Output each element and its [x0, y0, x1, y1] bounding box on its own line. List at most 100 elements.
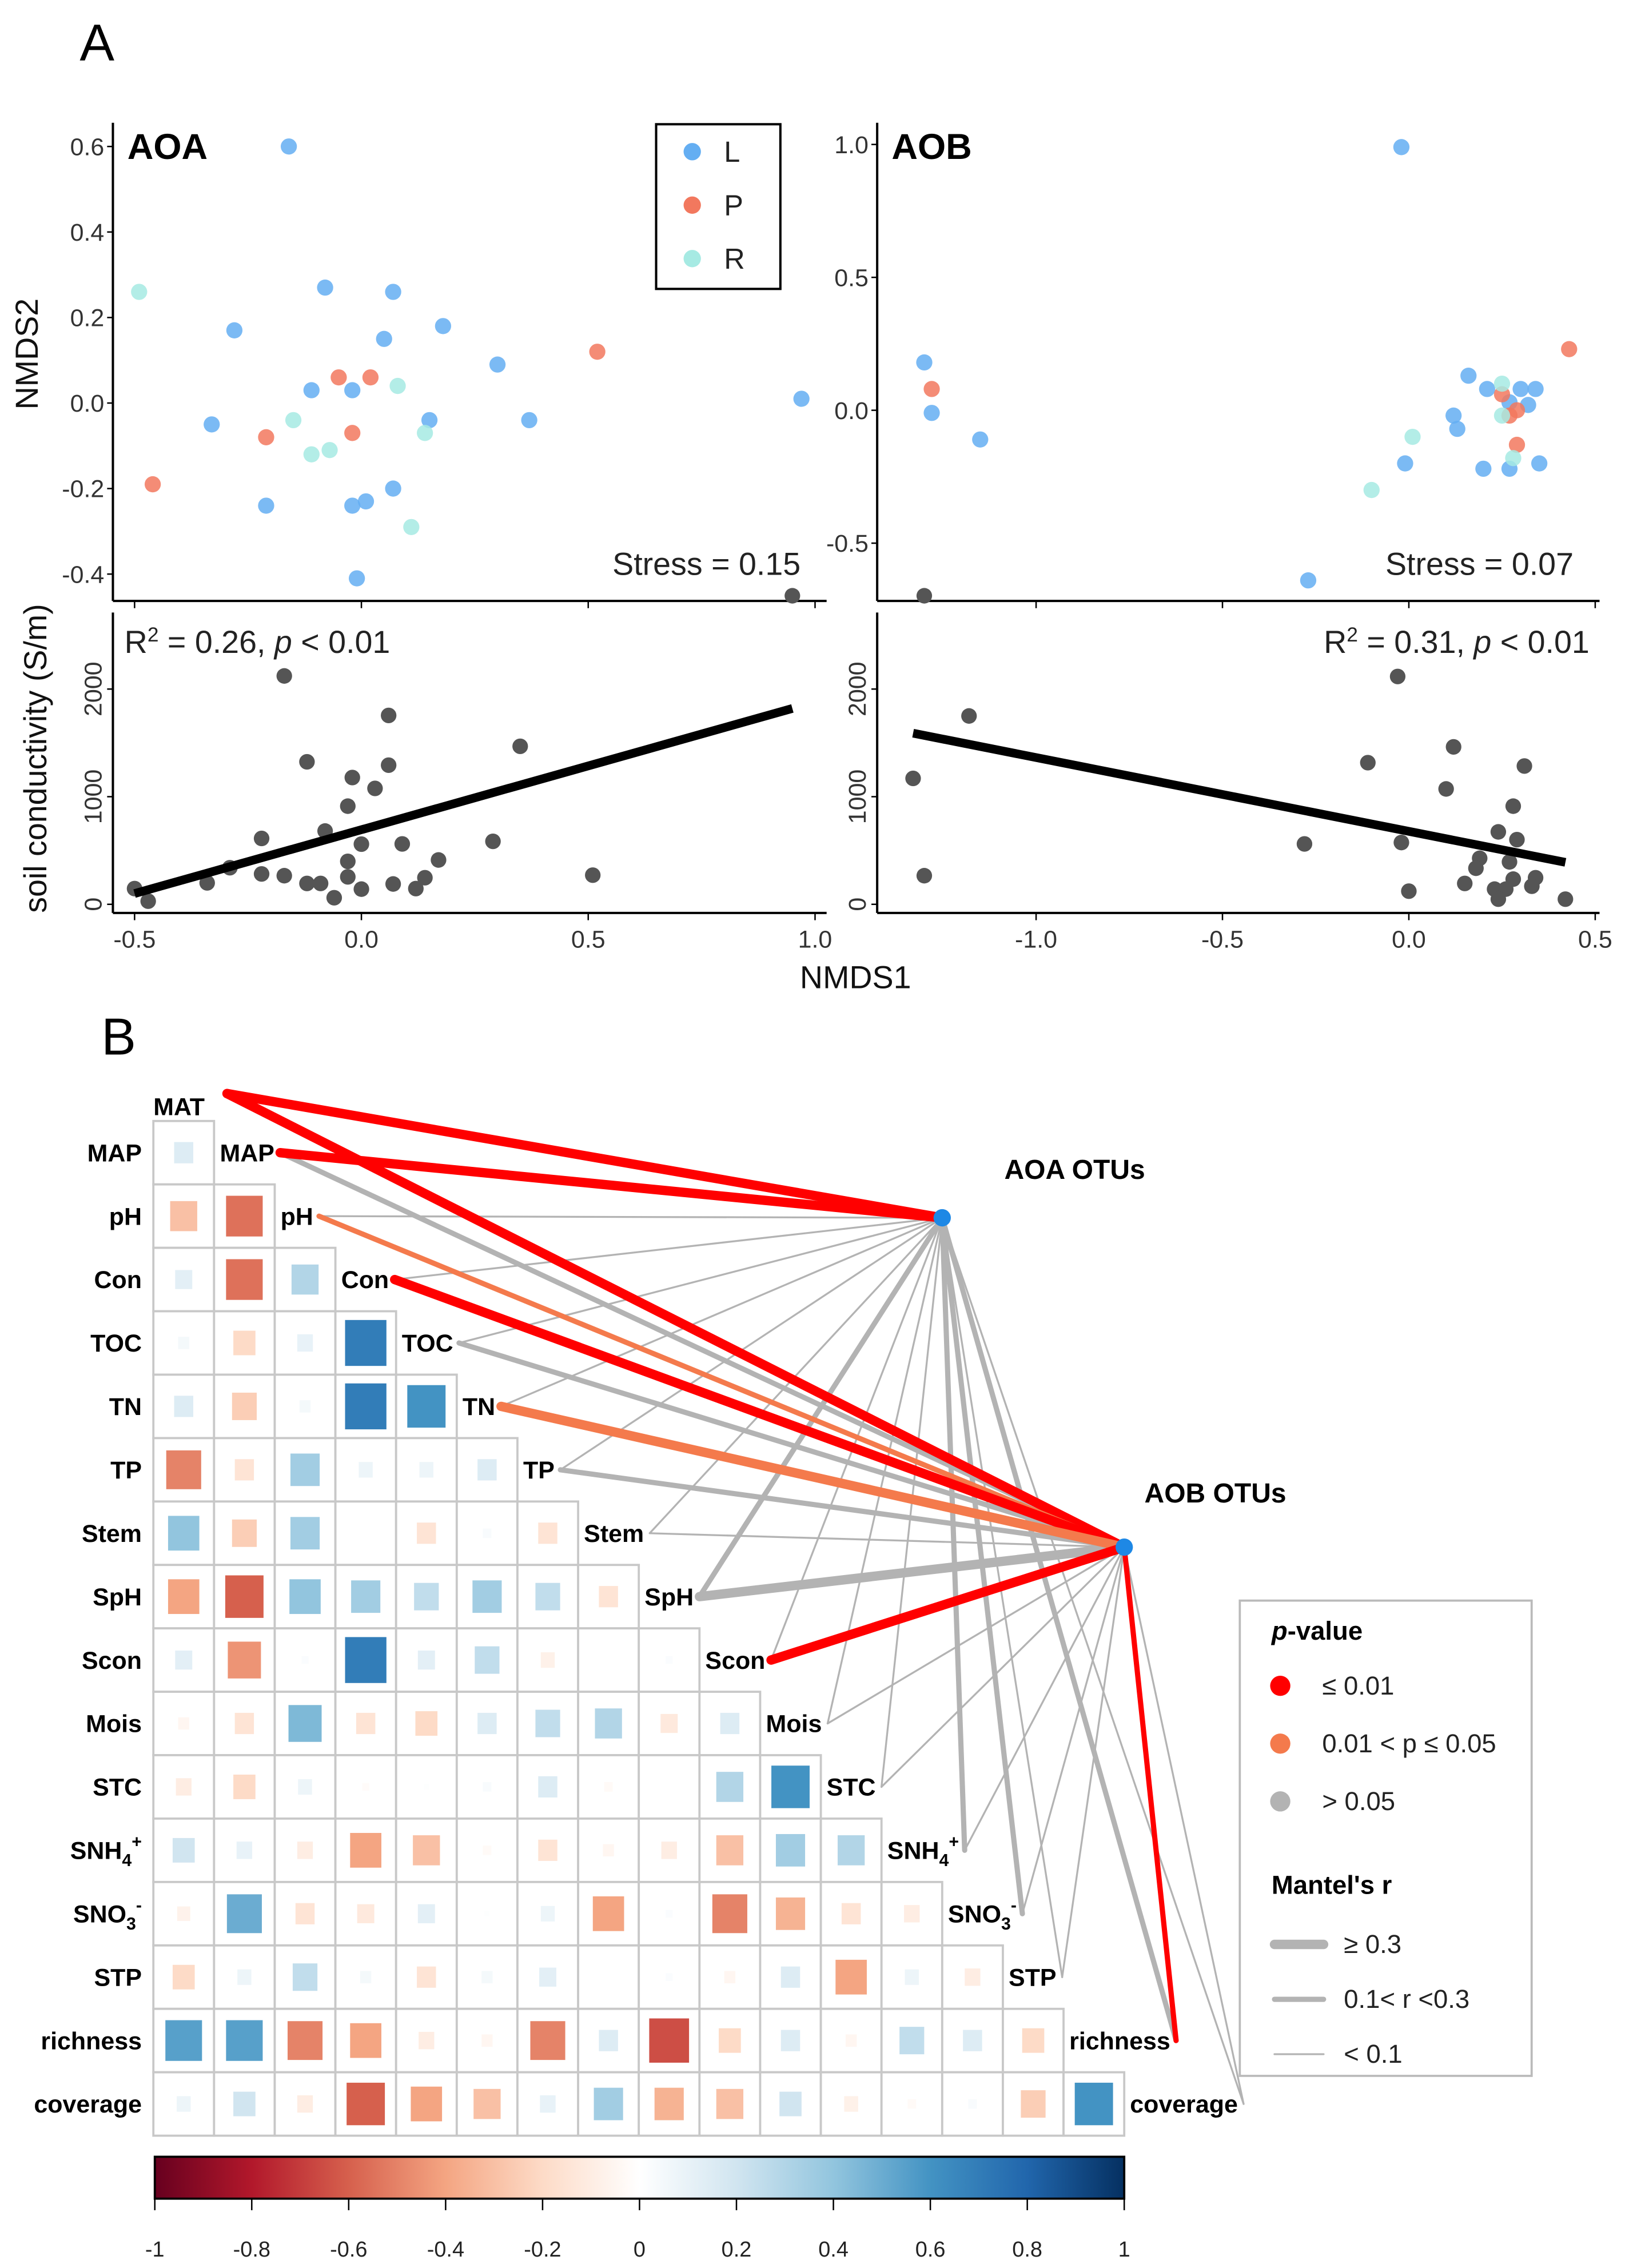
- row-label-STC: STC: [93, 1774, 142, 1801]
- diagonal-label-Stem: Stem: [584, 1520, 644, 1548]
- correlation-square: [481, 2034, 493, 2047]
- node-label-aoa-otus: AOA OTUs: [1004, 1155, 1145, 1185]
- conductivity-point: [916, 588, 933, 604]
- correlation-square: [236, 1841, 253, 1859]
- conductivity-point: [961, 708, 977, 724]
- correlation-square: [177, 1906, 190, 1922]
- colorbar-tick-label: 0.4: [818, 2238, 849, 2262]
- point-L: [916, 354, 933, 371]
- mantel-link: [559, 1217, 943, 1471]
- aob_nmds-y-tick-label: -0.5: [826, 530, 869, 557]
- diagonal-label-pH: pH: [281, 1203, 313, 1230]
- correlation-square: [660, 1713, 678, 1733]
- conductivity-point: [1389, 668, 1406, 684]
- conductivity-point: [1501, 854, 1518, 870]
- colorbar: [153, 2155, 1126, 2200]
- correlation-square: [720, 1712, 740, 1735]
- mantel-link: [316, 1213, 1127, 1550]
- aoa_nmds-y-tick-label: -0.2: [62, 476, 104, 503]
- correlation-square: [481, 1971, 493, 1983]
- diagonal-label-Mois: Mois: [766, 1711, 822, 1738]
- correlation-cell: [395, 1627, 458, 1693]
- row-label-richness: richness: [41, 2027, 142, 2055]
- x-axis-label-nmds1: NMDS1: [800, 959, 911, 995]
- conductivity-point: [585, 867, 601, 883]
- mantel-link: [222, 1089, 947, 1223]
- diagonal-label-SNO: SNO3-: [948, 1896, 1017, 1934]
- correlation-square: [837, 1835, 865, 1866]
- correlation-square: [424, 1784, 429, 1790]
- diagonal-label-STP: STP: [1009, 1964, 1057, 1991]
- correlation-square: [477, 1712, 497, 1735]
- conductivity-point: [381, 707, 397, 724]
- conductivity-point: [253, 830, 270, 847]
- point-P: [923, 381, 940, 397]
- mantel-link: [648, 1217, 943, 1534]
- correlation-square: [595, 1708, 622, 1739]
- conductivity-point: [1468, 860, 1484, 876]
- mantel-link: [318, 1215, 943, 1219]
- correlation-square: [233, 1774, 256, 1799]
- diagonal-label-MAT: MAT: [153, 1094, 205, 1121]
- correlation-square: [175, 1270, 193, 1289]
- colorbar-tick-label: 0.2: [722, 2238, 752, 2262]
- legend-label-P: P: [724, 189, 743, 221]
- correlation-square: [288, 1705, 322, 1742]
- correlation-square: [297, 2095, 313, 2113]
- point-P: [258, 429, 274, 445]
- conductivity-point: [431, 852, 447, 868]
- correlation-square: [661, 1841, 677, 1859]
- conductivity-point: [1509, 831, 1525, 848]
- point-P: [589, 344, 606, 360]
- point-R: [321, 442, 338, 459]
- correlation-square: [290, 1517, 320, 1550]
- correlation-square: [234, 1712, 254, 1735]
- legend-p-marker: [1270, 1676, 1291, 1696]
- colorbar-tick-label: -0.8: [233, 2238, 270, 2262]
- mantel-legend: [1238, 1599, 1533, 2077]
- point-L: [1449, 420, 1465, 437]
- conductivity-point: [417, 870, 433, 886]
- point-L: [303, 382, 320, 398]
- legend-p-label: 0.01 < p ≤ 0.05: [1322, 1729, 1496, 1758]
- point-R: [1363, 481, 1380, 499]
- colorbar-tick-label: -0.6: [330, 2238, 367, 2262]
- correlation-square: [166, 1450, 201, 1489]
- correlation-square: [298, 1779, 312, 1795]
- point-L: [1460, 368, 1477, 384]
- correlation-square: [172, 1837, 195, 1863]
- conductivity-point: [1490, 891, 1507, 907]
- correlation-square: [841, 1903, 861, 1924]
- row-label-Stem: Stem: [82, 1520, 142, 1548]
- mantel-link: [941, 1217, 1064, 1978]
- colorbar-tick-label: -1: [145, 2238, 165, 2262]
- mantel-link: [1123, 1546, 1245, 2105]
- mantel-link: [222, 1089, 1129, 1552]
- correlation-square: [356, 1712, 376, 1735]
- conductivity-point: [512, 738, 528, 755]
- correlation-square: [775, 1833, 806, 1867]
- mantel-link: [275, 1148, 947, 1223]
- mantel-link: [963, 1546, 1125, 1852]
- colorbar-tick-label: 0: [634, 2238, 646, 2262]
- aob_nmds-y-tick-label: 1.0: [834, 131, 869, 159]
- point-L: [344, 382, 361, 398]
- correlation-square: [232, 1519, 257, 1547]
- aob_cond-y-tick-label: 1000: [844, 770, 871, 824]
- legend-marker-P: [683, 196, 701, 214]
- correlation-square: [666, 1973, 673, 1982]
- correlation-square: [291, 1264, 319, 1295]
- point-R: [389, 377, 406, 394]
- colorbar-tick-label: -0.2: [524, 2238, 561, 2262]
- row-label-TP: TP: [110, 1457, 142, 1484]
- diagonal-label-MAP: MAP: [220, 1139, 274, 1167]
- correlation-square: [419, 1462, 433, 1478]
- row-label-Scon: Scon: [82, 1647, 142, 1675]
- colorbar-tick-label: -0.4: [427, 2238, 464, 2262]
- aob_cond-x-tick-label: 0.0: [1392, 926, 1426, 954]
- correlation-square: [1074, 2082, 1113, 2126]
- diagonal-label-Scon: Scon: [705, 1647, 765, 1675]
- legend-p-label: ≤ 0.01: [1322, 1671, 1394, 1700]
- correlation-square: [351, 1580, 381, 1613]
- correlation-square: [419, 2031, 435, 2050]
